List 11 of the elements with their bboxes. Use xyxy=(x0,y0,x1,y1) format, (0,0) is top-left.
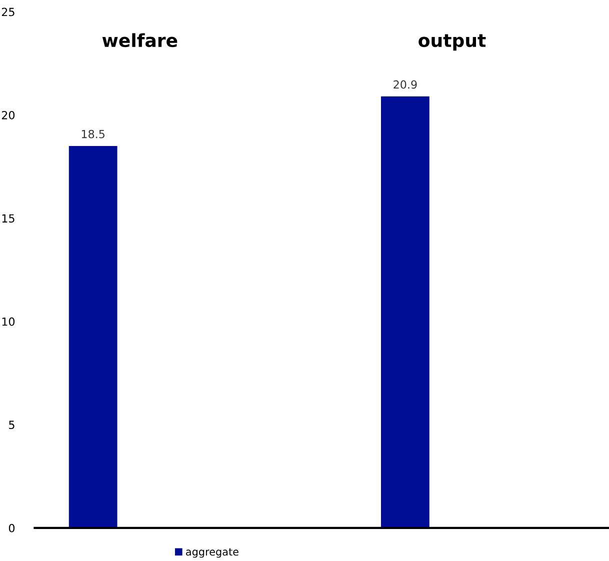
data-label: 18.5 xyxy=(82,130,104,138)
x-tick-label: welfare xyxy=(102,33,178,48)
y-tick-label: 10 xyxy=(2,317,15,326)
y-tick-label: 5 xyxy=(9,420,14,430)
y-tick-label: 0 xyxy=(8,524,15,532)
y-tick-label: 15 xyxy=(2,214,14,223)
data-label: 20.9 xyxy=(394,80,417,89)
legend-label: aggregate xyxy=(186,548,238,558)
y-tick-label: 20 xyxy=(2,110,15,120)
y-tick-label: 25 xyxy=(2,8,14,16)
x-tick-label: output xyxy=(418,34,486,51)
